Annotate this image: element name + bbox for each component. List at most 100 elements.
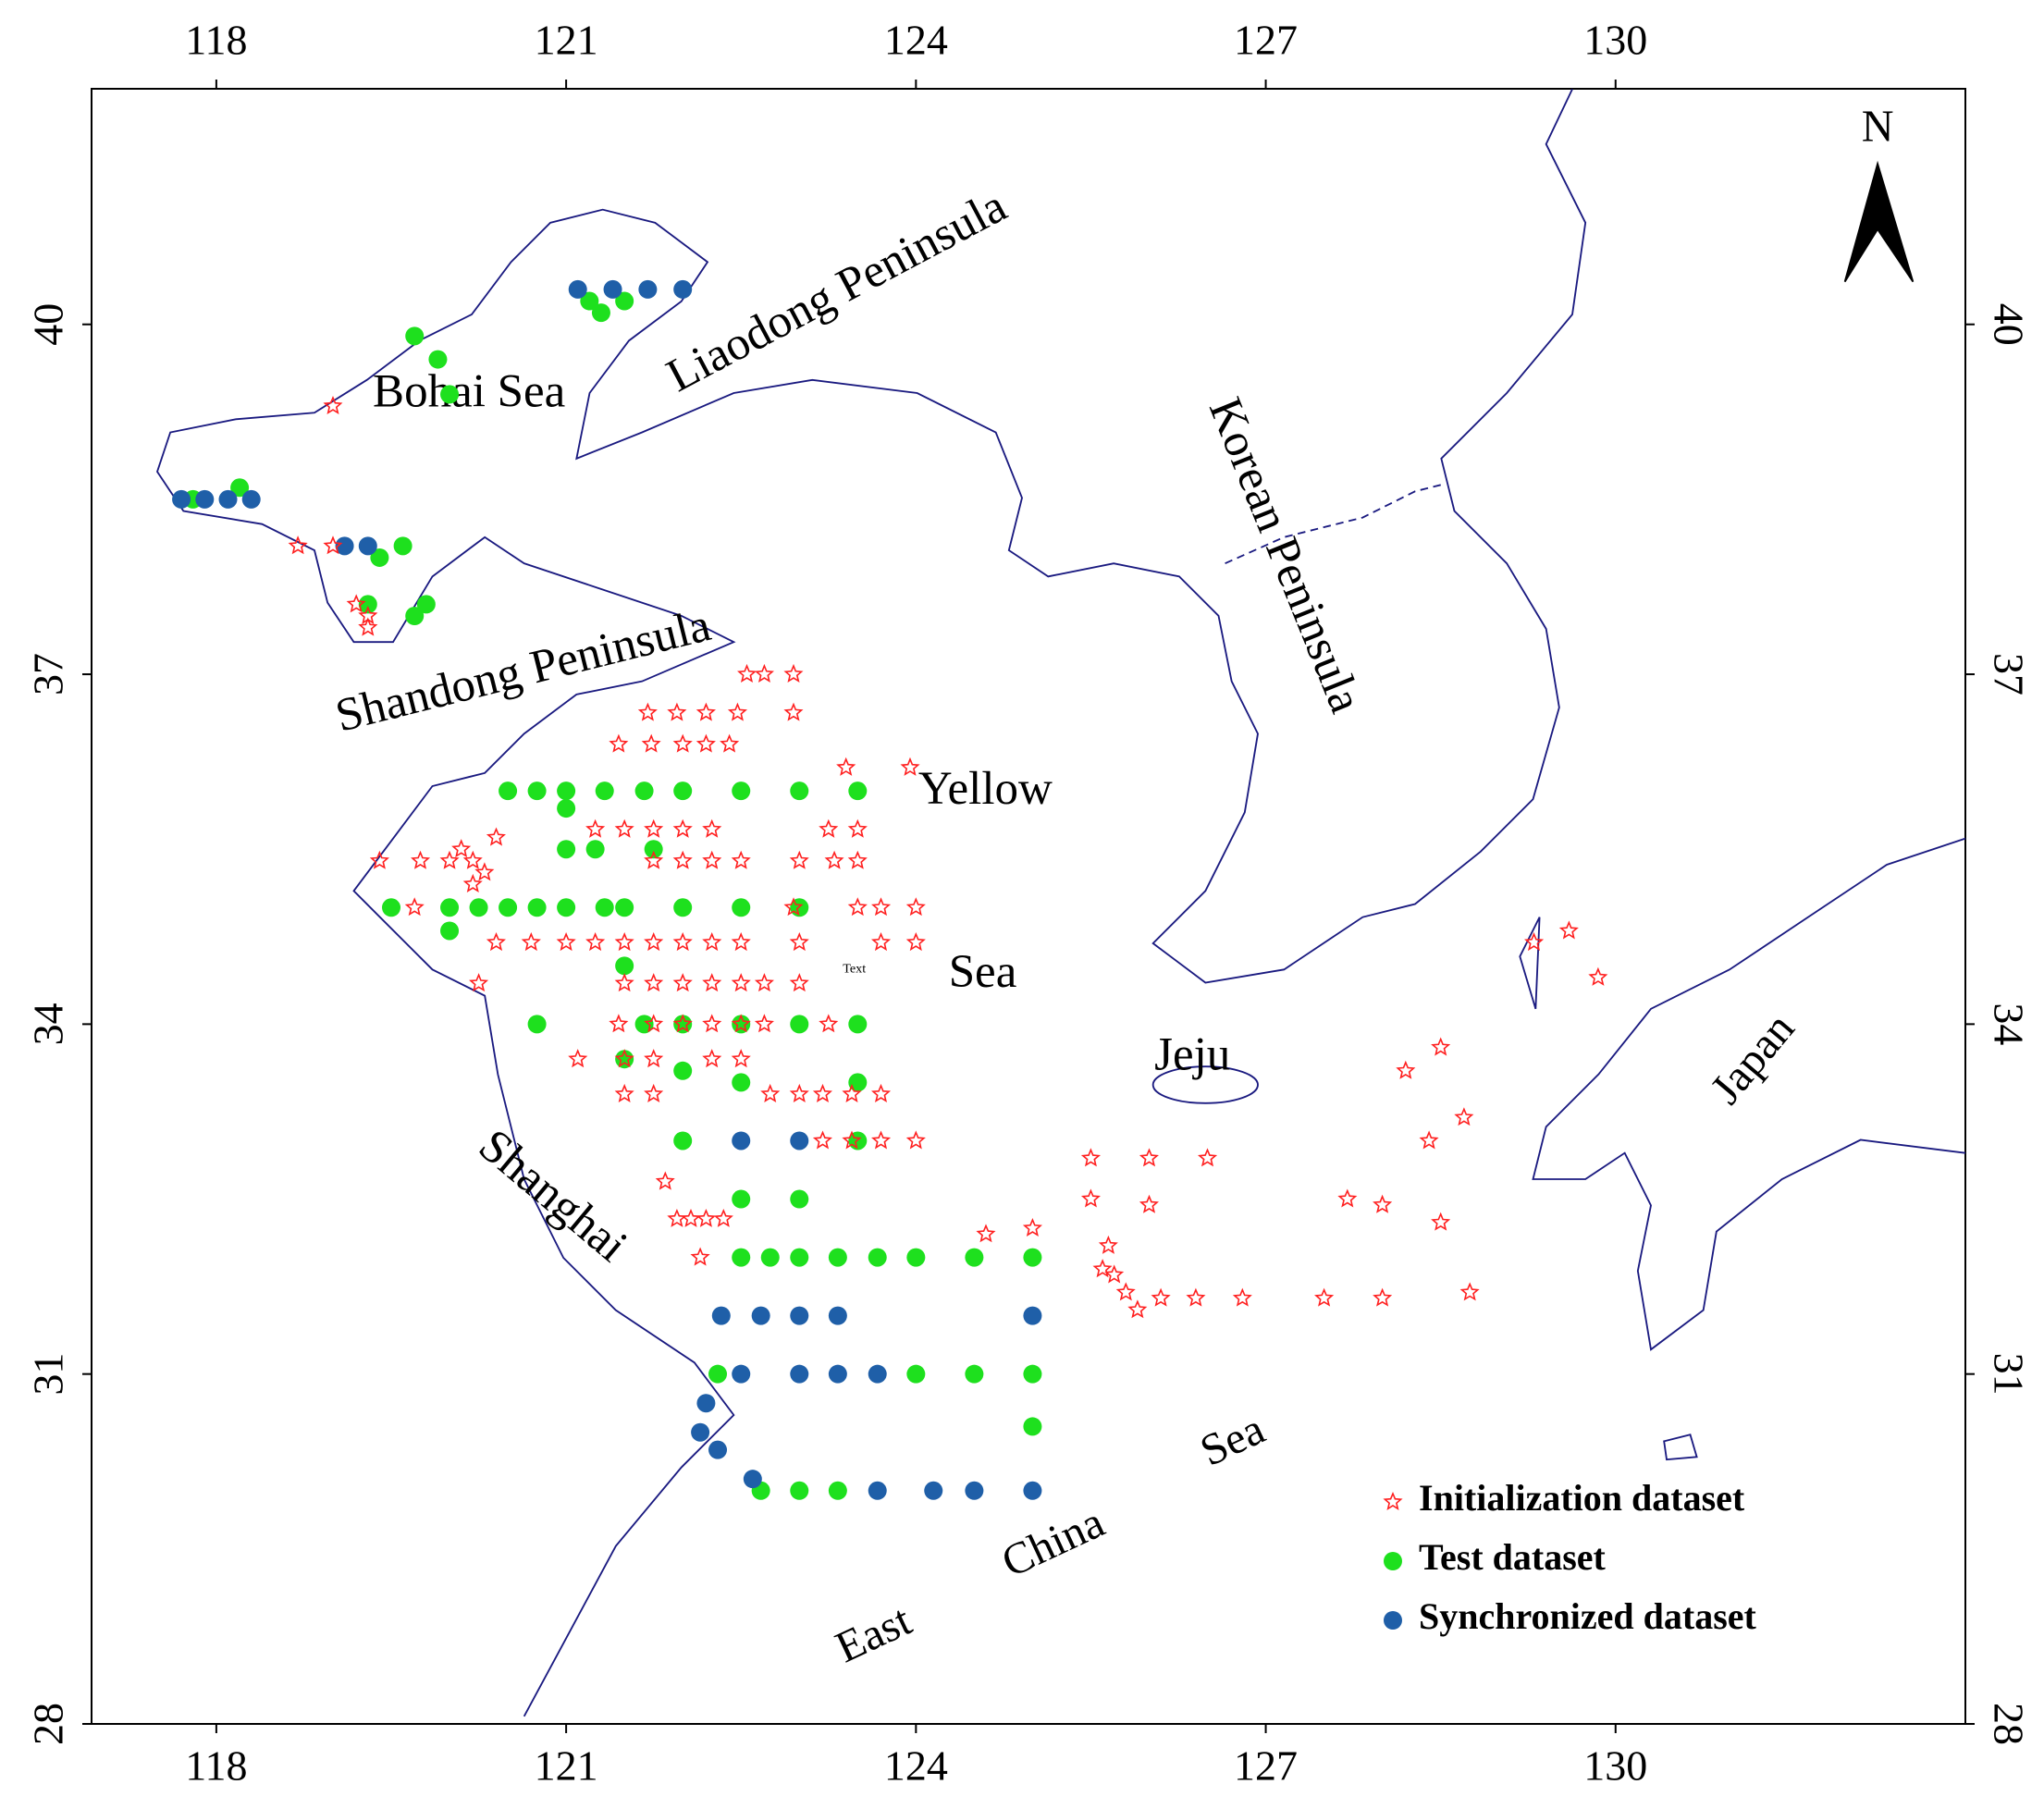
point [732,1248,751,1267]
point-star [1127,1299,1148,1319]
point [603,279,622,299]
point-star [1558,920,1579,940]
point [691,1422,710,1442]
point [965,1364,984,1384]
point [405,326,425,346]
point [673,1131,693,1151]
point [848,781,868,801]
point-star [783,663,804,683]
point-star [404,897,425,917]
point [1023,1417,1042,1436]
point [557,840,576,859]
coastlines [155,88,1966,1717]
legend-label: Initialization dataset [1419,1477,1745,1519]
point-star [1459,1282,1480,1301]
point [499,781,518,801]
point [673,898,693,917]
point-star [702,818,722,838]
point-star [1186,1287,1206,1307]
point-star [731,850,751,869]
point [790,1189,809,1209]
x-tick-label-top: 124 [884,17,948,64]
point-star [1098,1235,1118,1254]
point-star [644,1014,664,1033]
point-star [1588,966,1608,986]
point-star [585,818,606,838]
point [405,606,425,625]
point-star [1198,1148,1218,1167]
point [638,279,658,299]
point-star [486,932,506,952]
point-star [655,1171,675,1190]
map-label: Bohai Sea [373,366,565,418]
point [732,1189,751,1209]
point-star [1337,1188,1358,1208]
point [634,781,654,801]
point [965,1481,984,1500]
point-star [696,733,716,753]
coastline-jeju [1151,1065,1259,1104]
point-star [731,932,751,952]
point-star [439,850,460,869]
point [673,781,693,801]
point [790,1131,809,1151]
point [644,840,663,859]
point [440,898,460,917]
point-star [731,1049,751,1068]
point [732,1073,751,1092]
point-star [474,862,495,881]
map-label: Sea [949,946,1017,998]
coastline-japan [1532,837,1966,1351]
point [828,1306,847,1325]
point-star [1080,1148,1101,1167]
y-tick-label: 34 [25,1003,72,1045]
point [195,489,215,509]
point-star [644,973,664,992]
point [527,1015,547,1034]
point [906,1248,926,1267]
point [790,1306,809,1325]
point-star [641,733,661,753]
legend-marker [1383,1491,1403,1511]
point [828,1248,847,1267]
point [1023,1364,1042,1384]
map-label: N [1862,103,1894,152]
y-tick-label-right: 34 [1985,1003,2032,1045]
x-tick-label-top: 130 [1583,17,1647,64]
point [673,279,693,299]
point [790,1364,809,1384]
point-star [1396,1060,1416,1079]
point [615,898,634,917]
point-star [609,733,629,753]
point-star [1524,932,1545,952]
point [172,489,191,509]
point [1023,1481,1042,1500]
point-star [644,1083,664,1102]
point-star [696,702,716,721]
point-star [667,702,687,721]
point [790,1248,809,1267]
point [634,1015,654,1034]
point [527,781,547,801]
point-star [871,897,892,917]
point [868,1481,887,1500]
map-label: Text [843,962,866,977]
north-arrow [1843,160,1915,283]
y-tick-label-right: 40 [1985,303,2032,346]
point-star [1314,1287,1335,1307]
point-star [737,663,757,683]
point [732,898,751,917]
point [591,303,610,323]
point-star [369,850,389,869]
point-star [842,1083,862,1102]
point-star [1139,1194,1159,1213]
point-star [614,932,634,952]
point-star [819,818,839,838]
point-star [672,818,693,838]
point-star [871,1130,892,1150]
point-star [1431,1212,1451,1231]
point-star [754,663,774,683]
point-star [556,932,576,952]
point-star [789,850,809,869]
x-tick-label: 121 [535,1742,598,1790]
